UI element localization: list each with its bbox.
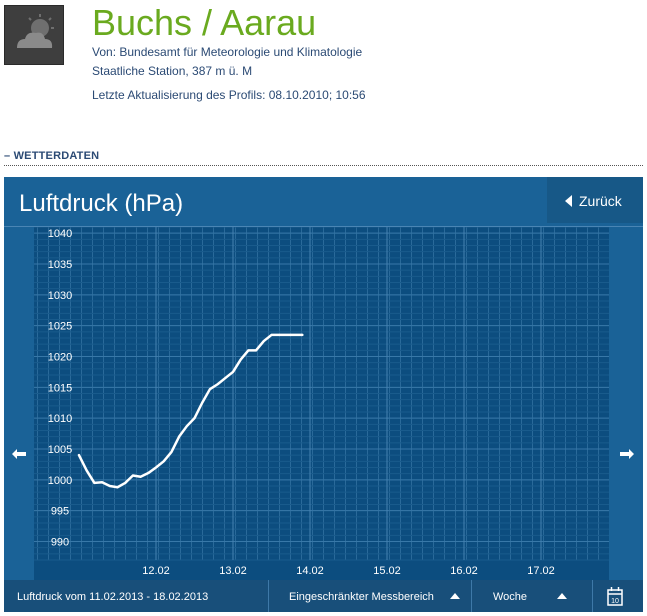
back-button-label: Zurück	[579, 193, 622, 209]
previous-panel	[4, 227, 34, 580]
period-label: Woche	[493, 591, 528, 603]
caret-up-icon	[450, 593, 460, 599]
back-arrow-icon	[565, 195, 572, 207]
measurement-range-label: Eingeschränkter Messbereich	[289, 591, 434, 603]
y-tick-label: 1020	[48, 352, 72, 364]
calendar-day: 10	[611, 598, 619, 605]
calendar-icon[interactable]: 10	[607, 586, 623, 606]
station-title: Buchs / Aarau	[92, 2, 317, 43]
y-tick-label: 1030	[48, 290, 72, 302]
y-tick-label: 1040	[48, 228, 72, 240]
section-title[interactable]: – WETTERDATEN	[4, 150, 100, 162]
series	[77, 333, 304, 489]
date-range-label: Luftdruck vom 11.02.2013 - 18.02.2013	[17, 591, 209, 603]
pressure-line	[77, 333, 304, 489]
y-tick-label: 1005	[48, 444, 72, 456]
period-dropdown[interactable]: Woche	[471, 580, 592, 612]
x-tick-label: 16.02	[450, 565, 478, 577]
y-tick-label: 1015	[48, 382, 72, 394]
caret-up-icon	[557, 593, 567, 599]
widget-header: Luftdruck (hPa) Zurück	[4, 177, 643, 227]
section-divider	[4, 165, 643, 166]
station-source: Von: Bundesamt für Meteorologie und Klim…	[92, 45, 363, 59]
next-panel	[613, 227, 643, 580]
x-tick-label: 17.02	[527, 565, 555, 577]
footer-divider	[471, 580, 472, 612]
y-tick-label: 1025	[48, 321, 72, 333]
chart-footer: Luftdruck vom 11.02.2013 - 18.02.2013 Ei…	[4, 580, 643, 612]
station-type: Staatliche Station, 387 m ü. M	[92, 64, 253, 78]
station-last-update: Letzte Aktualisierung des Profils: 08.10…	[92, 88, 366, 102]
y-axis: 990 995 1000 1005 1010 1015 1020 1025 1030 1035 10…	[48, 228, 72, 548]
previous-arrow-icon[interactable]	[12, 449, 26, 459]
footer-divider	[268, 580, 269, 612]
y-tick-label: 1010	[48, 413, 72, 425]
partly-cloudy-icon	[4, 5, 64, 65]
back-button[interactable]: Zurück	[547, 177, 643, 223]
y-tick-label: 990	[51, 537, 69, 549]
y-tick-label: 1035	[48, 259, 72, 271]
x-tick-label: 12.02	[142, 565, 170, 577]
weather-chart-widget: Luftdruck (hPa) Zurück 990 995 1000 1005 101…	[4, 177, 643, 612]
measurement-range-dropdown[interactable]: Eingeschränkter Messbereich	[274, 580, 471, 612]
x-tick-label: 15.02	[373, 565, 401, 577]
x-tick-label: 14.02	[296, 565, 324, 577]
y-tick-label: 1000	[48, 475, 72, 487]
pressure-chart: 990 995 1000 1005 1010 1015 1020 1025 1030 1035 10…	[34, 227, 609, 580]
minor-grid	[34, 227, 609, 561]
next-arrow-icon[interactable]	[620, 449, 634, 459]
footer-divider	[592, 580, 593, 612]
x-axis: 12.02 13.02 14.02 15.02 16.02 17.02	[142, 565, 555, 577]
chart-title: Luftdruck (hPa)	[19, 190, 184, 217]
x-tick-label: 13.02	[219, 565, 247, 577]
y-tick-label: 995	[51, 506, 69, 518]
